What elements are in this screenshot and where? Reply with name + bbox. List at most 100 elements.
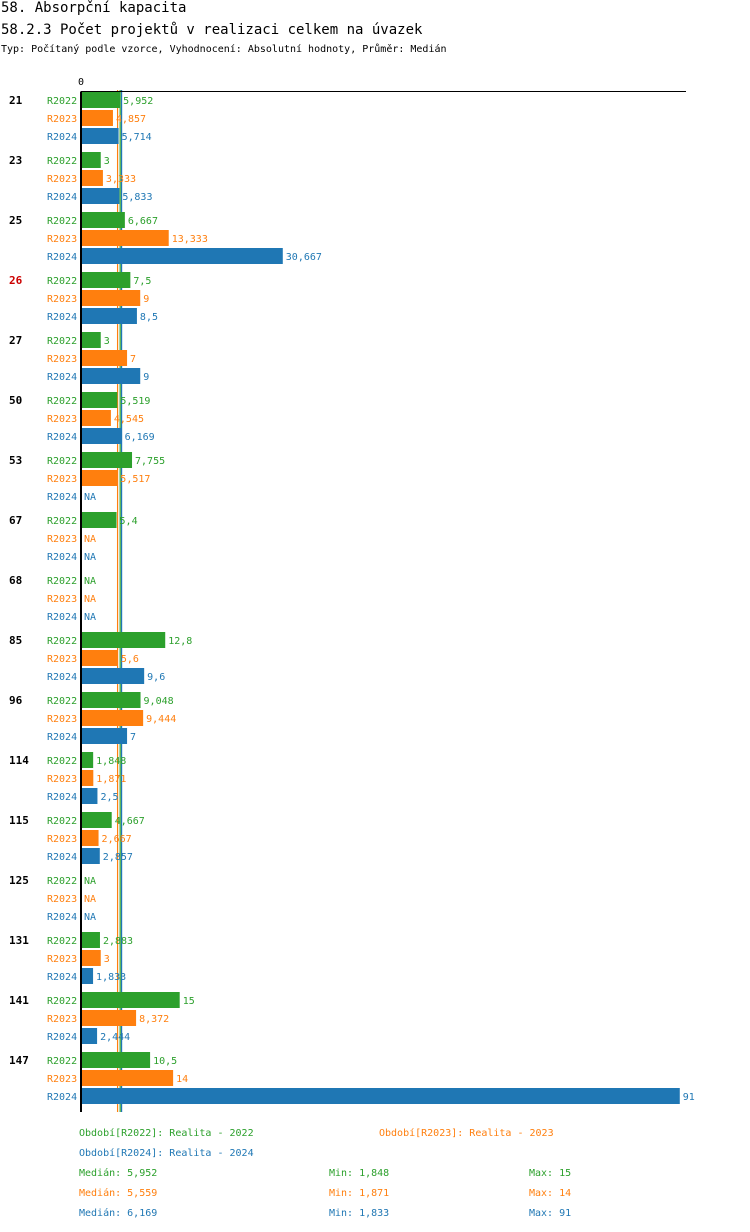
data-label: 1,848	[96, 756, 126, 767]
bar	[81, 1010, 137, 1026]
data-label: 5,6	[121, 654, 139, 665]
data-label: 7	[130, 732, 136, 743]
data-label: 3,333	[106, 174, 136, 185]
data-label: 7,755	[135, 456, 165, 467]
category-label: 115	[9, 814, 29, 827]
data-label: 91	[683, 1092, 695, 1103]
series-label: R2024	[47, 1032, 77, 1043]
category-label: 21	[9, 94, 23, 107]
data-label: 3	[104, 156, 110, 167]
series-label: R2023	[47, 594, 77, 605]
bar	[81, 152, 101, 168]
data-label: 1,871	[96, 774, 126, 785]
data-label: NA	[84, 594, 96, 605]
bar	[81, 992, 180, 1008]
series-label: R2022	[47, 816, 77, 827]
stat-median-r2024: Medián: 6,169	[79, 1208, 158, 1219]
stat-max-r2024: Max: 91	[529, 1208, 572, 1219]
series-label: R2022	[47, 336, 77, 347]
series-label: R2022	[47, 276, 77, 287]
data-label: 9,6	[147, 672, 165, 683]
stat-min-r2022: Min: 1,848	[329, 1168, 390, 1179]
series-label: R2024	[47, 312, 77, 323]
series-label: R2023	[47, 894, 77, 905]
series-label: R2024	[47, 612, 77, 623]
bar	[81, 512, 117, 528]
data-label: 9	[143, 294, 149, 305]
series-label: R2024	[47, 912, 77, 923]
series-label: R2023	[47, 474, 77, 485]
series-label: R2024	[47, 552, 77, 563]
bar	[81, 932, 100, 948]
legend-r2024: Období[R2024]: Realita - 2024	[79, 1148, 254, 1159]
bar	[81, 968, 94, 984]
category-label: 131	[9, 934, 29, 947]
data-label: 7,5	[133, 276, 151, 287]
category-label: 26	[9, 274, 23, 287]
series-label: R2022	[47, 756, 77, 767]
category-label: 27	[9, 334, 22, 347]
series-label: R2023	[47, 774, 77, 785]
series-label: R2024	[47, 492, 77, 503]
series-label: R2022	[47, 156, 77, 167]
bar	[81, 668, 145, 684]
series-label: R2022	[47, 996, 77, 1007]
data-label: 12,8	[168, 636, 192, 647]
bar	[81, 950, 101, 966]
bar	[81, 848, 100, 864]
data-label: 5,517	[120, 474, 150, 485]
series-label: R2023	[47, 834, 77, 845]
bar	[81, 212, 125, 228]
data-label: NA	[84, 612, 96, 623]
series-label: R2024	[47, 132, 77, 143]
bar	[81, 728, 128, 744]
series-label: R2024	[47, 732, 77, 743]
data-label: 13,333	[172, 234, 208, 245]
series-label: R2023	[47, 1014, 77, 1025]
bar	[81, 308, 137, 324]
category-label: 23	[9, 154, 22, 167]
data-label: NA	[84, 552, 96, 563]
data-label: 2,444	[100, 1032, 130, 1043]
data-label: NA	[84, 894, 96, 905]
data-label: 15	[183, 996, 195, 1007]
series-label: R2022	[47, 696, 77, 707]
series-label: R2024	[47, 252, 77, 263]
stat-max-r2022: Max: 15	[529, 1168, 572, 1179]
data-label: 3	[104, 336, 110, 347]
data-label: 9,444	[146, 714, 176, 725]
category-label: 50	[9, 394, 22, 407]
series-label: R2023	[47, 174, 77, 185]
series-label: R2022	[47, 96, 77, 107]
data-label: 2,883	[103, 936, 133, 947]
bar	[81, 110, 113, 126]
bar	[81, 230, 169, 246]
category-label: 114	[9, 754, 29, 767]
bar	[81, 1052, 151, 1068]
stat-median-r2022: Medián: 5,952	[79, 1168, 158, 1179]
data-label: 9,048	[144, 696, 174, 707]
data-label: 3	[104, 954, 110, 965]
series-label: R2024	[47, 372, 77, 383]
category-label: 141	[9, 994, 29, 1007]
data-label: NA	[84, 534, 96, 545]
series-label: R2024	[47, 192, 77, 203]
category-label: 25	[9, 214, 22, 227]
series-label: R2023	[47, 654, 77, 665]
data-label: 4,545	[114, 414, 144, 425]
bar	[81, 1070, 174, 1086]
category-label: 147	[9, 1054, 29, 1067]
series-label: R2024	[47, 852, 77, 863]
legend-r2022: Období[R2022]: Realita - 2022	[79, 1128, 254, 1139]
bar	[81, 692, 141, 708]
data-label: 2,5	[100, 792, 118, 803]
bar	[81, 710, 144, 726]
chart-meta: Typ: Počítaný podle vzorce, Vyhodnocení:…	[1, 44, 447, 55]
stat-max-r2023: Max: 14	[529, 1188, 572, 1199]
data-label: NA	[84, 876, 96, 887]
stat-median-r2023: Medián: 5,559	[79, 1188, 158, 1199]
series-label: R2023	[47, 954, 77, 965]
series-label: R2024	[47, 792, 77, 803]
bar	[81, 368, 141, 384]
category-label: 125	[9, 874, 29, 887]
